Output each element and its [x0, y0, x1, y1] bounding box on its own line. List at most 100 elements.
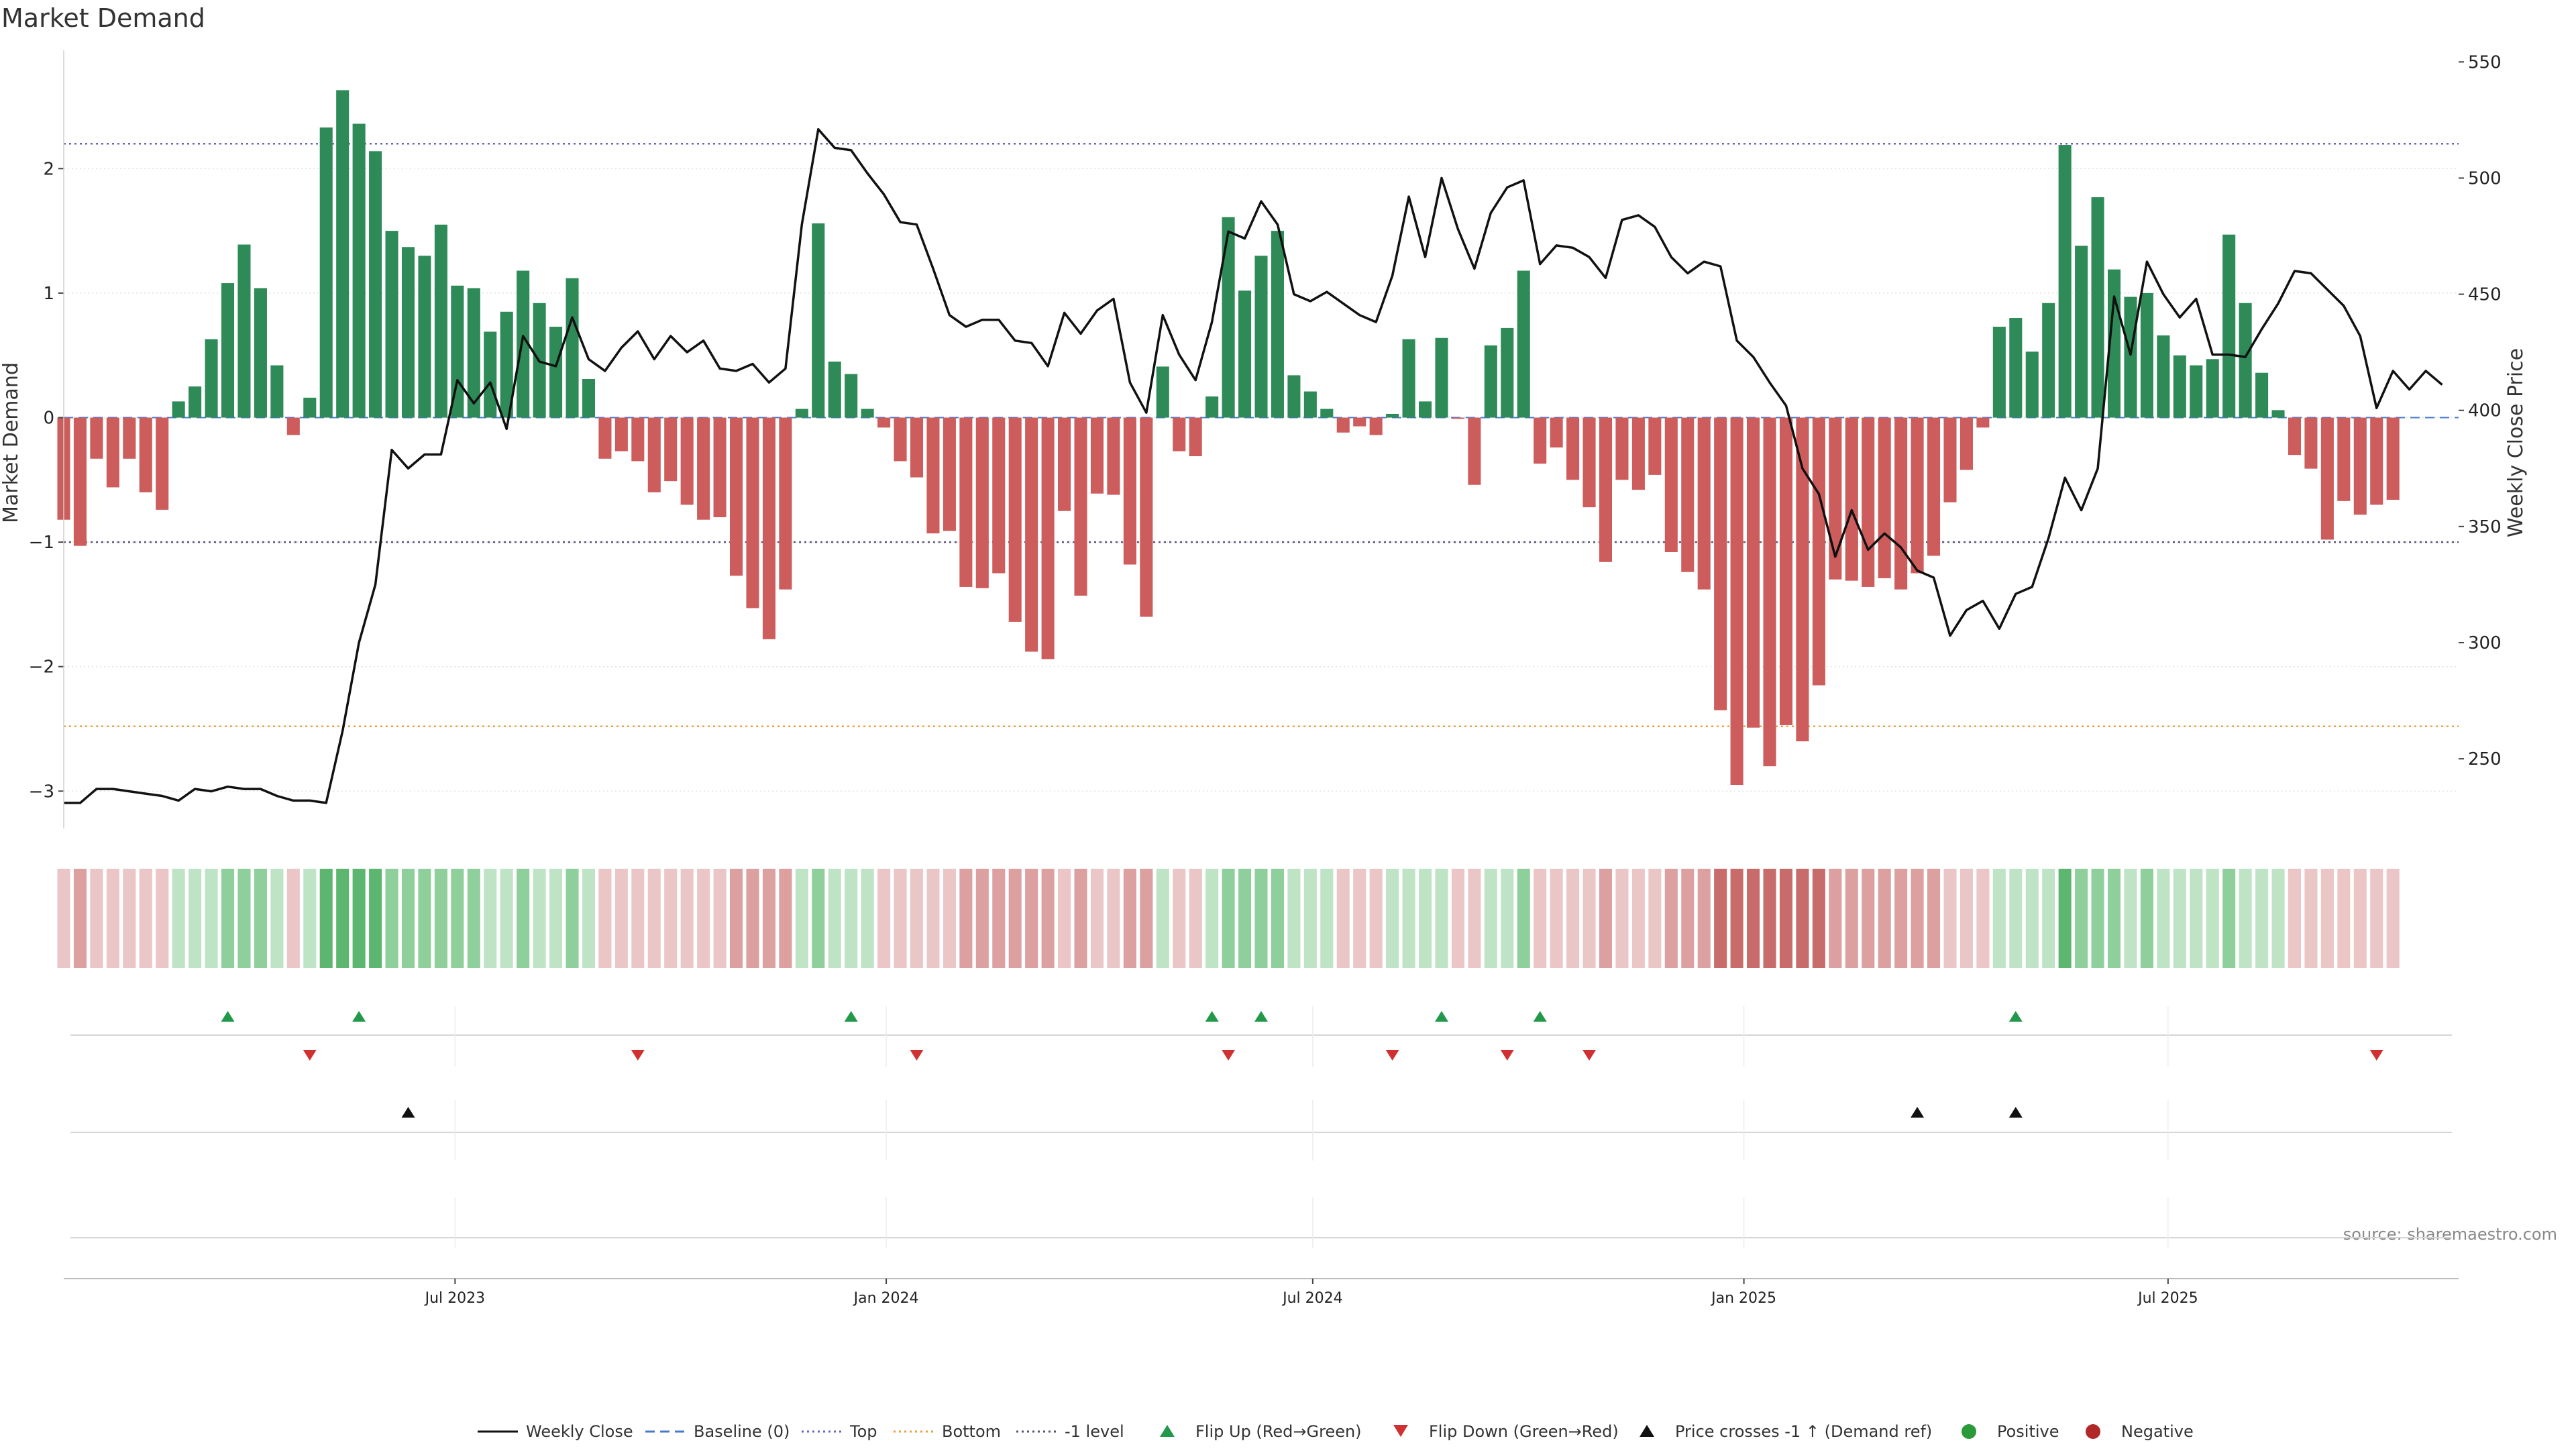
- heat-tile: [2288, 869, 2302, 968]
- heat-tile: [828, 869, 841, 968]
- heat-tile: [1599, 869, 1613, 968]
- heat-tile: [533, 869, 546, 968]
- demand-bar: [1501, 327, 1514, 418]
- demand-bar: [1205, 396, 1219, 418]
- demand-bar: [2304, 417, 2318, 469]
- demand-bar: [598, 417, 612, 459]
- heat-tile: [697, 869, 710, 968]
- heat-tile: [779, 869, 792, 968]
- heat-tile: [254, 869, 267, 968]
- legend-swatch: [1393, 1425, 1408, 1437]
- demand-bar: [1271, 231, 1284, 418]
- heat-tile: [877, 869, 891, 968]
- demand-bar: [845, 374, 858, 418]
- heat-tile: [1615, 869, 1629, 968]
- heat-tile: [1320, 869, 1334, 968]
- demand-bar: [1468, 417, 1481, 485]
- demand-bar: [254, 288, 267, 418]
- heat-tile: [1123, 869, 1136, 968]
- y2-tick-label: 450: [2468, 285, 2502, 305]
- heat-tile: [598, 869, 612, 968]
- heat-tile: [352, 869, 366, 968]
- legend-label: Negative: [2121, 1422, 2194, 1441]
- demand-bar: [1008, 417, 1022, 622]
- demand-bar: [270, 365, 284, 418]
- heat-tile: [2370, 869, 2383, 968]
- heat-tile: [664, 869, 678, 968]
- demand-bar: [2190, 365, 2203, 418]
- demand-bar: [369, 151, 382, 418]
- demand-bar: [910, 417, 924, 478]
- chart-title: Market Demand: [1, 3, 205, 33]
- heat-tile: [795, 869, 808, 968]
- heat-tile: [2058, 869, 2072, 968]
- demand-bar: [1599, 417, 1613, 562]
- demand-bar: [549, 327, 563, 418]
- heat-tile: [943, 869, 956, 968]
- demand-bar: [1714, 417, 1727, 710]
- x-tick-label: Jul 2025: [2137, 1290, 2198, 1307]
- heat-tile: [2386, 869, 2400, 968]
- demand-bar: [2271, 410, 2285, 418]
- demand-bar: [1156, 366, 1169, 418]
- heat-tile: [1927, 869, 1941, 968]
- heat-tile: [270, 869, 284, 968]
- demand-bar: [172, 401, 185, 418]
- flip-down-marker: [1385, 1050, 1399, 1061]
- demand-bar: [1862, 417, 1875, 587]
- y-tick-label: 1: [43, 284, 54, 304]
- y-tick-label: −2: [29, 657, 54, 678]
- heat-tile: [1648, 869, 1662, 968]
- heat-tile: [1812, 869, 1825, 968]
- demand-bar: [1796, 417, 1809, 742]
- demand-bar: [1878, 417, 1891, 578]
- demand-bar: [1090, 417, 1104, 494]
- demand-bar: [418, 256, 431, 418]
- legend-label: Flip Up (Red→Green): [1195, 1422, 1362, 1441]
- demand-bar: [1287, 375, 1301, 418]
- y2-axis-label: Weekly Close Price: [2504, 348, 2528, 537]
- demand-bar: [189, 386, 202, 418]
- heat-tile: [369, 869, 382, 968]
- demand-bar: [2222, 234, 2236, 418]
- heat-strip: [57, 869, 2400, 968]
- heat-tile: [1386, 869, 1399, 968]
- demand-bar: [1960, 417, 1973, 470]
- flip-down-marker: [1582, 1050, 1597, 1061]
- heat-tile: [2320, 869, 2334, 968]
- flip-up-marker: [1205, 1011, 1219, 1022]
- flip-up-marker: [844, 1011, 858, 1022]
- heat-tile: [1008, 869, 1022, 968]
- heat-tile: [1763, 869, 1776, 968]
- flip-down-marker: [631, 1050, 645, 1061]
- heat-tile: [401, 869, 415, 968]
- demand-bar: [959, 417, 973, 587]
- heat-tile: [2304, 869, 2318, 968]
- heat-tile: [172, 869, 185, 968]
- heat-tile: [1435, 869, 1448, 968]
- demand-bar: [1763, 417, 1776, 767]
- demand-bar: [1025, 417, 1038, 652]
- demand-bar: [1534, 417, 1547, 464]
- demand-bar: [156, 417, 169, 510]
- y-tick-label: 0: [43, 409, 54, 429]
- heat-tile: [1058, 869, 1071, 968]
- demand-bar: [631, 417, 645, 462]
- axes-layer: −3 −2 −1 0 1 2 250 300 350 400 450 500 550: [29, 50, 2502, 828]
- legend-label: Flip Down (Green→Red): [1429, 1422, 1619, 1441]
- demand-bar: [713, 417, 727, 517]
- heat-tile: [1631, 869, 1645, 968]
- heat-tile: [1303, 869, 1317, 968]
- heat-tile: [1681, 869, 1695, 968]
- x-axis: Jul 2023 Jan 2024 Jul 2024 Jan 2025 Jul 2025: [64, 1278, 2459, 1307]
- demand-bar: [582, 378, 596, 418]
- heat-tile: [303, 869, 317, 968]
- legend-label: Positive: [1997, 1422, 2059, 1441]
- demand-bar: [73, 417, 87, 546]
- demand-bar: [500, 311, 513, 418]
- heat-tile: [2239, 869, 2252, 968]
- y-tick-label: −3: [29, 782, 54, 802]
- heat-tile: [1992, 869, 2006, 968]
- price-cross-marker: [2008, 1107, 2023, 1118]
- heat-tile: [2124, 869, 2137, 968]
